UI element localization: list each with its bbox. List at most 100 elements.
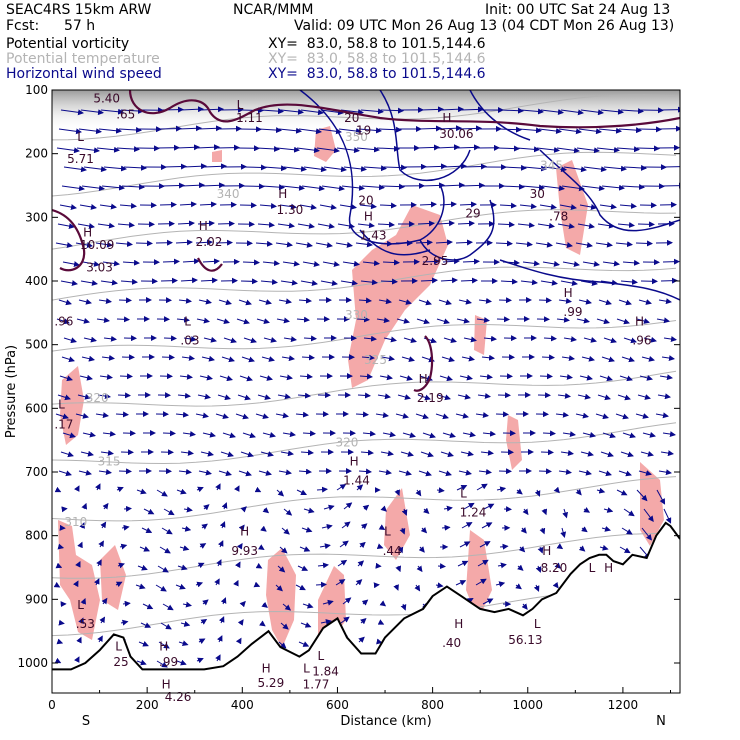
wind-vector: [518, 127, 542, 134]
wind-vector: [361, 184, 385, 191]
wind-vector: [638, 470, 652, 476]
extremum-label: 1.43: [360, 229, 387, 243]
wind-vector: [296, 316, 310, 323]
wind-vector: [218, 470, 232, 477]
wind-vector: [178, 297, 192, 304]
wind-vector: [479, 541, 491, 548]
wind-vector: [458, 469, 472, 476]
wind-vector: [281, 355, 295, 362]
wind-vector: [581, 185, 605, 192]
wind-vector: [298, 297, 312, 304]
field-xy-wind: XY= 83.0, 58.8 to 101.5,144.6: [268, 66, 486, 82]
wind-vector: [162, 430, 176, 437]
wind-vector: [177, 564, 188, 571]
wind-vector: [398, 299, 412, 305]
y-tick-label: 1000: [17, 656, 48, 670]
wind-vector: [658, 469, 672, 476]
terrain-fill: [52, 522, 680, 693]
wind-vector: [195, 239, 213, 246]
wind-vector: [660, 106, 680, 113]
wind-vector: [196, 144, 220, 151]
wind-vector: [520, 279, 538, 286]
wind-vector: [262, 432, 276, 438]
wind-vector: [62, 432, 76, 439]
wind-vector: [580, 109, 604, 116]
wind-vector: [422, 432, 436, 439]
wind-vector: [199, 543, 207, 549]
wind-vector: [300, 622, 312, 628]
wind-vector: [98, 469, 112, 475]
wind-vector: [201, 355, 215, 362]
wind-vector: [102, 260, 120, 267]
extremum-label: L: [303, 662, 310, 676]
y-tick-label: 600: [25, 401, 48, 415]
wind-vector: [560, 109, 584, 116]
wind-vector: [419, 201, 437, 208]
theta-isoline: [52, 422, 677, 465]
wind-vector: [119, 202, 137, 209]
wind-vector: [423, 163, 447, 170]
wind-vector: [338, 128, 362, 134]
theta-isoline: [52, 370, 677, 407]
wind-vector: [118, 297, 132, 304]
wind-vector: [598, 127, 622, 134]
wind-vector: [195, 581, 204, 588]
pv-shaded-region: [474, 315, 487, 355]
wind-vector: [243, 337, 257, 344]
wind-vector: [478, 468, 492, 475]
wind-vector: [219, 521, 226, 529]
wind-vector: [618, 470, 632, 477]
wind-vector: [163, 163, 187, 170]
wind-vector: [439, 375, 453, 382]
field-name-wind: Horizontal wind speed: [6, 66, 162, 82]
wind-vector: [600, 451, 614, 458]
wind-vector: [483, 335, 497, 342]
wind-vector: [577, 393, 591, 400]
wind-vector: [400, 451, 414, 457]
wind-vector: [115, 411, 129, 418]
wind-vector: [116, 146, 140, 153]
wind-vector: [621, 356, 635, 363]
valid-time: Valid: 09 UTC Mon 26 Aug 13 (04 CDT Mon …: [294, 18, 675, 34]
extremum-label: 29: [465, 206, 480, 220]
wind-vector: [395, 565, 402, 573]
wind-vector: [335, 579, 346, 586]
wind-vector: [639, 375, 653, 381]
wind-vector: [317, 223, 335, 230]
wind-vector: [557, 392, 571, 399]
wind-vector: [357, 392, 371, 399]
wind-vector: [458, 298, 472, 305]
wind-vector: [57, 543, 65, 550]
wind-vector: [120, 278, 138, 285]
wind-speed-contour: [359, 229, 431, 256]
wind-vector: [399, 375, 413, 381]
wind-vector: [319, 543, 331, 550]
extremum-label: .96: [632, 334, 651, 348]
wind-vector: [97, 222, 115, 229]
wind-vector: [533, 584, 540, 592]
wind-vector: [643, 336, 657, 343]
wind-vector: [283, 336, 297, 343]
wind-vector: [438, 125, 462, 132]
wind-vector: [138, 641, 149, 647]
wind-vector: [578, 298, 592, 305]
wind-vector: [121, 524, 130, 531]
wind-vector: [76, 317, 90, 324]
extremum-label: 25: [113, 655, 128, 669]
extremum-label: 20: [344, 111, 359, 125]
wind-vector: [615, 241, 633, 248]
wind-vector: [315, 581, 327, 588]
wind-vector: [240, 107, 264, 114]
wind-vector: [115, 241, 133, 248]
terrain-line: [52, 521, 680, 671]
wind-vector: [76, 636, 82, 644]
wind-vector: [296, 147, 320, 154]
extremum-label: H: [364, 210, 373, 224]
wind-vector: [420, 106, 444, 113]
wind-vector: [359, 373, 373, 380]
extremum-label: L: [534, 617, 541, 631]
wind-speed-contour: [539, 149, 680, 232]
extremum-label: H: [162, 677, 171, 691]
wind-vector: [220, 451, 234, 458]
